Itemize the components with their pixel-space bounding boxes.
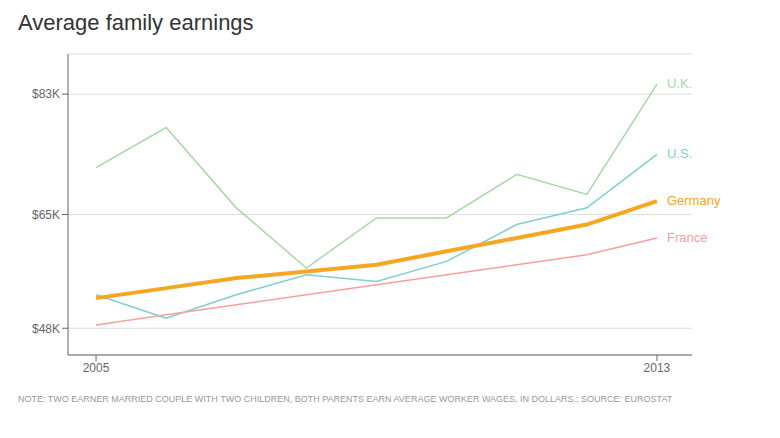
html-text:NOTE: TWO EARNER MARRIED COUPL: NOTE: TWO EARNER MARRIED COUPLE WITH TWO… [18, 394, 673, 404]
svg-text:2013: 2013 [644, 361, 671, 375]
html-text:Average family earnings: Average family earnings [18, 10, 254, 35]
svg-text:U.S.: U.S. [667, 146, 692, 161]
svg-text:2005: 2005 [83, 361, 110, 375]
svg-text:$83K: $83K [32, 87, 60, 101]
svg-text:Germany: Germany [667, 193, 721, 208]
svg-text:$65K: $65K [32, 208, 60, 222]
svg-text:U.K.: U.K. [667, 76, 692, 91]
svg-text:France: France [667, 230, 707, 245]
svg-text:$48K: $48K [32, 322, 60, 336]
